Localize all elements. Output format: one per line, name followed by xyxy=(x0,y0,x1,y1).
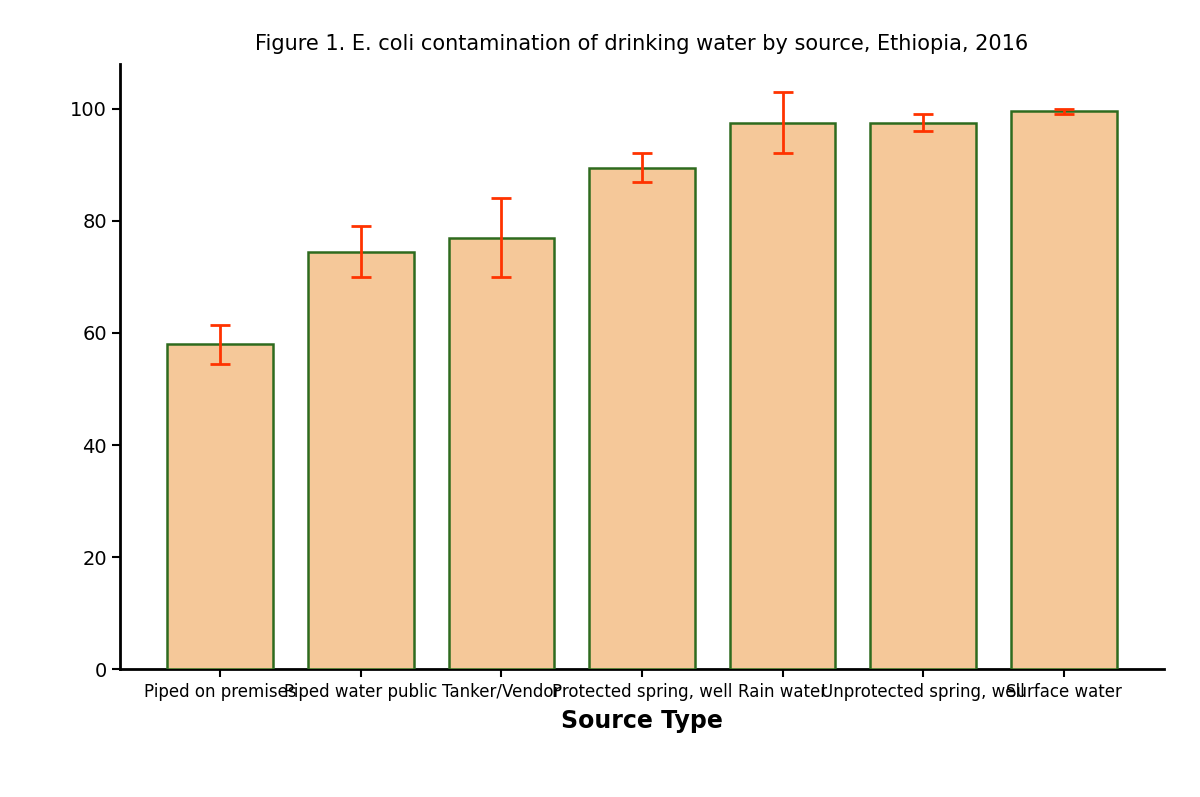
Bar xyxy=(1012,112,1116,669)
Title: Figure 1. E. coli contamination of drinking water by source, Ethiopia, 2016: Figure 1. E. coli contamination of drink… xyxy=(256,33,1028,54)
Bar xyxy=(589,167,695,669)
Bar xyxy=(870,123,976,669)
Bar xyxy=(308,252,414,669)
Bar xyxy=(449,238,554,669)
Bar xyxy=(730,123,835,669)
Bar xyxy=(168,344,272,669)
X-axis label: Source Type: Source Type xyxy=(562,709,722,733)
